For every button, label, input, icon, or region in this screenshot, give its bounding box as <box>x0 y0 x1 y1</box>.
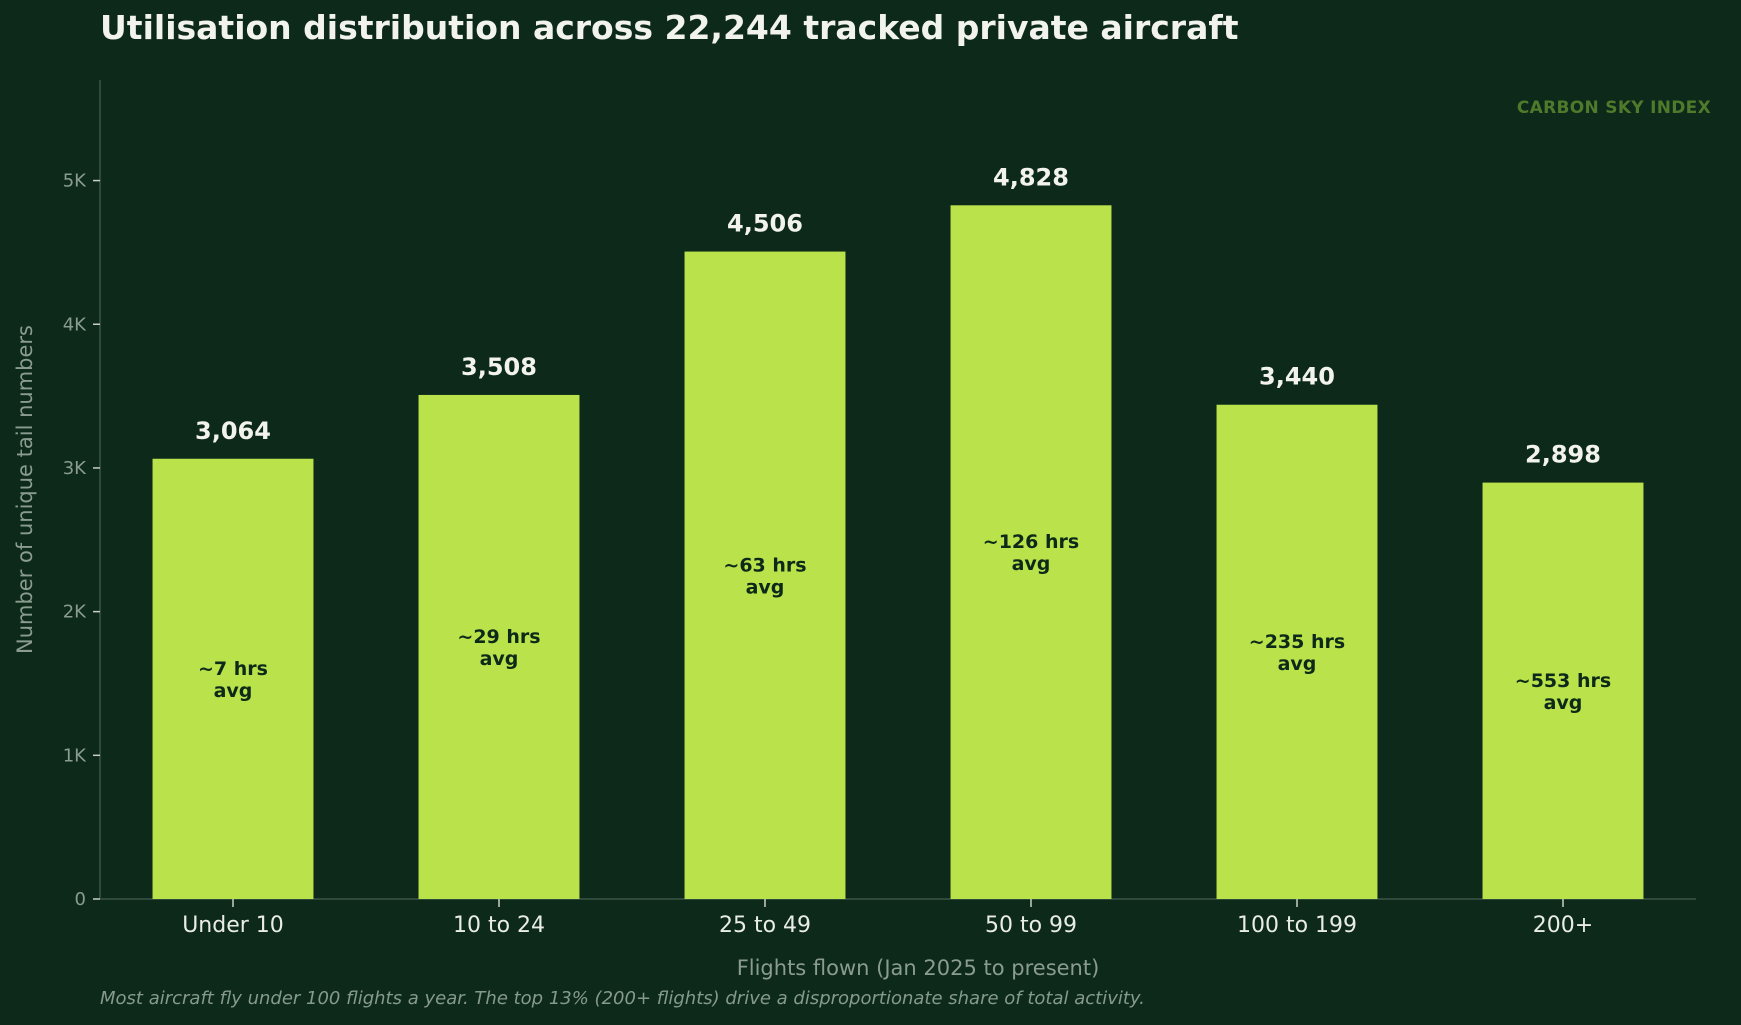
chart-title: Utilisation distribution across 22,244 t… <box>100 8 1239 47</box>
bar-annotation: ~126 hrs <box>983 531 1079 553</box>
y-axis-title: Number of unique tail numbers <box>13 325 37 654</box>
x-tick-label: 100 to 199 <box>1237 913 1357 938</box>
bar <box>684 251 846 899</box>
bar-annotation: avg <box>1278 653 1317 675</box>
x-tick-label: 200+ <box>1533 913 1593 938</box>
bar-value-label: 3,440 <box>1259 363 1335 391</box>
y-tick-label: 5K <box>63 171 87 192</box>
bar-annotation: avg <box>214 680 253 702</box>
bar-value-label: 3,064 <box>195 417 271 445</box>
bar-annotation: avg <box>746 576 785 598</box>
y-tick-label: 1K <box>63 745 87 766</box>
bar-annotation: ~7 hrs <box>198 658 268 680</box>
bar <box>1482 482 1644 899</box>
x-axis-title: Flights flown (Jan 2025 to present) <box>737 956 1100 980</box>
bar-annotation: ~29 hrs <box>457 626 540 648</box>
chart-caption: Most aircraft fly under 100 flights a ye… <box>100 988 1145 1009</box>
bar <box>950 205 1112 900</box>
bar-annotation: avg <box>1012 553 1051 575</box>
bar-value-label: 4,828 <box>993 163 1069 191</box>
y-tick-label: 4K <box>63 314 87 335</box>
bar-value-label: 3,508 <box>461 353 537 381</box>
bar <box>1216 404 1378 899</box>
y-tick-label: 3K <box>63 458 87 479</box>
bar-value-label: 4,506 <box>727 210 803 238</box>
bar-annotation: avg <box>480 648 519 670</box>
bar-annotation: ~63 hrs <box>723 554 806 576</box>
x-tick-label: Under 10 <box>182 913 284 938</box>
bar <box>418 394 580 899</box>
x-tick-label: 25 to 49 <box>719 913 811 938</box>
bar-annotation: ~553 hrs <box>1515 670 1611 692</box>
bar-annotation: avg <box>1544 692 1583 714</box>
bar-annotation: ~235 hrs <box>1249 631 1345 653</box>
bar <box>152 458 314 899</box>
brand-watermark: CARBON SKY INDEX <box>1516 98 1711 118</box>
y-tick-label: 0 <box>75 889 86 910</box>
bar-value-label: 2,898 <box>1525 441 1601 469</box>
x-tick-label: 50 to 99 <box>985 913 1077 938</box>
x-tick-label: 10 to 24 <box>453 913 545 938</box>
y-tick-label: 2K <box>63 602 87 623</box>
